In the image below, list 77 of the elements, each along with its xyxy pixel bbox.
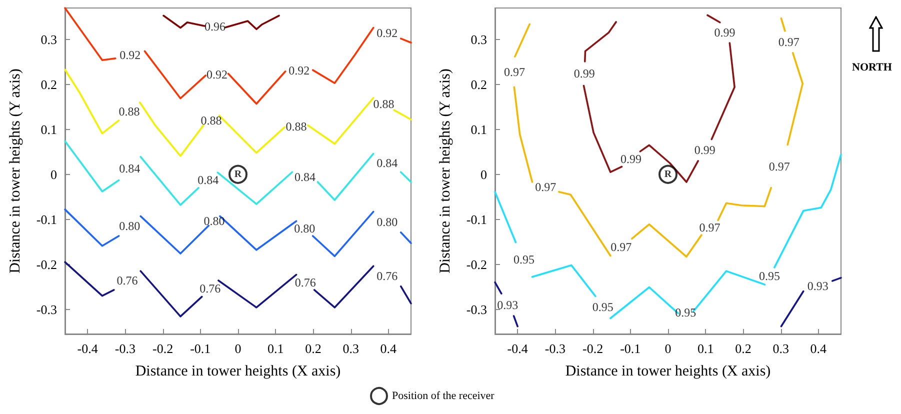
x-tick-label: 0.2 (735, 341, 752, 356)
y-tick-label: 0 (50, 166, 57, 182)
series-label: 0.99 (620, 152, 642, 166)
text: 0.97 (768, 159, 790, 174)
text: 0.76 (294, 275, 316, 290)
x-tick-label: -0.4 (507, 341, 528, 356)
y-tick-label: 0.3 (40, 32, 57, 47)
text: 0.76 (376, 269, 398, 284)
x-tick-label: 0.4 (810, 341, 828, 356)
series-label: 0.88 (373, 97, 394, 111)
text: 0.97 (535, 180, 556, 194)
x-tick-label: 0 (664, 341, 672, 356)
series-label: 0.95 (759, 268, 780, 283)
x-tick-label: -0.1 (620, 341, 641, 356)
annotation: R (234, 168, 242, 180)
text: 0.95 (592, 300, 614, 314)
text: 0.95 (675, 305, 696, 320)
text: 0.99 (574, 66, 595, 81)
y-tick-label: -0.3 (36, 302, 57, 317)
text: 0.95 (513, 252, 534, 267)
text: 0.92 (376, 26, 398, 40)
text: 0.97 (504, 64, 526, 79)
text: 0.84 (294, 170, 316, 184)
series-label: 0.93 (497, 298, 518, 312)
annotation: R (664, 168, 672, 180)
x-tick-label: -0.4 (77, 341, 98, 356)
y-tick-label: -0.2 (36, 256, 57, 272)
series-label: 0.84 (198, 173, 219, 188)
y-tick-label: -0.3 (466, 302, 487, 317)
text: 0.88 (118, 104, 140, 118)
text: 0.92 (288, 64, 310, 78)
y-axis-title: Distance in tower heights (Y axis) (438, 68, 454, 274)
series-label: 0.96 (204, 20, 226, 34)
x-axis-title: Distance in tower heights (X axis) (565, 364, 771, 380)
y-tick-label: 0.2 (470, 76, 487, 92)
x-tick-label: 0.2 (305, 341, 322, 356)
x-tick-label: -0.3 (114, 341, 136, 356)
series-label: 0.76 (200, 282, 221, 296)
y-tick-label: -0.2 (466, 256, 487, 272)
text: 0.80 (294, 222, 316, 236)
x-tick-label: 0 (234, 341, 242, 356)
y-tick-label: -0.1 (466, 212, 487, 227)
series-label: 0.97 (610, 240, 632, 254)
text: 0.92 (120, 48, 141, 62)
x-axis-title: Distance in tower heights (X axis) (135, 364, 341, 380)
text: 0.99 (694, 143, 716, 158)
series-label: 0.92 (206, 68, 228, 82)
y-axis-title: Distance in tower heights (Y axis) (8, 68, 24, 274)
x-tick-label: -0.2 (152, 341, 174, 356)
y-tick-label: 0.2 (40, 76, 57, 92)
x-tick-label: 0.4 (380, 341, 398, 356)
text: NORTH (852, 62, 892, 74)
x-tick-label: 0.3 (342, 341, 359, 356)
x-tick-label: 0.1 (697, 341, 714, 356)
series-label: 0.80 (204, 214, 225, 228)
text: 0.76 (116, 273, 138, 288)
x-tick-label: -0.1 (190, 341, 211, 356)
text: 0.97 (699, 220, 720, 235)
y-tick-label: 0.3 (470, 32, 487, 47)
y-tick-label: 0 (480, 166, 487, 182)
x-tick-label: 0.1 (267, 341, 284, 356)
x-tick-label: -0.2 (582, 341, 604, 356)
text: 0.80 (376, 215, 398, 230)
text: 0.84 (119, 162, 140, 176)
text: 0.80 (119, 219, 140, 234)
text: 0.84 (376, 156, 398, 170)
series-label: 0.93 (807, 279, 828, 294)
x-tick-label: 0.3 (772, 341, 789, 356)
y-tick-label: 0.1 (470, 122, 487, 137)
text: 0.88 (200, 113, 222, 128)
y-tick-label: 0.1 (40, 122, 57, 137)
text: 0.88 (286, 119, 307, 134)
text: 0.99 (714, 26, 736, 40)
x-tick-label: -0.3 (544, 341, 566, 356)
text: 0.97 (778, 34, 800, 49)
legend-label: Position of the receiver (392, 390, 495, 402)
y-tick-label: -0.1 (36, 212, 57, 227)
